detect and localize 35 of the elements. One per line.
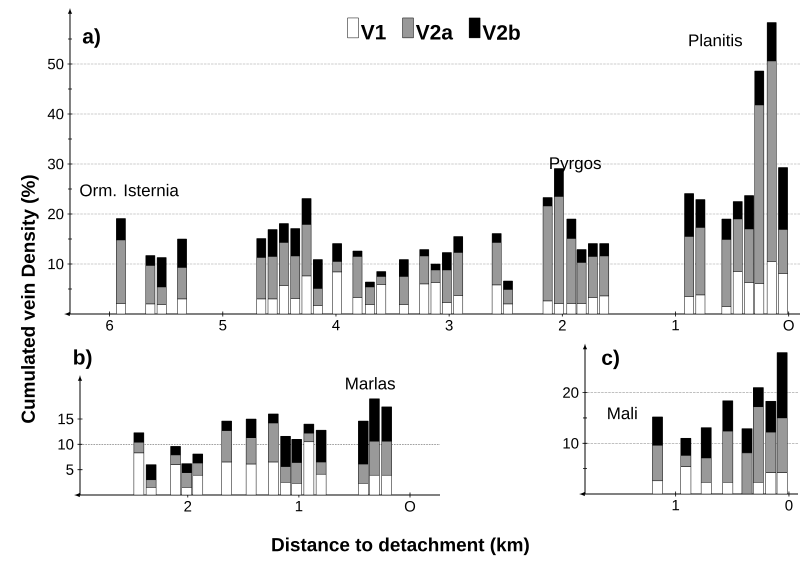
text: a)	[82, 28, 100, 48]
y-tick-label: 10	[564, 438, 578, 449]
annotation: Planitis	[689, 34, 742, 46]
x-tick-label: O	[404, 501, 416, 512]
y-tick-label: 5	[66, 464, 74, 475]
x-tick-label: 2	[184, 501, 192, 512]
x-tick-label: 2	[558, 320, 566, 330]
x-tick-label: 1	[672, 320, 679, 330]
annotation: Mali	[608, 406, 637, 420]
legend-label: V2a	[416, 24, 454, 40]
x-axis-title: Distance to detachment (km)	[272, 537, 529, 556]
y-axis-title: Cumulated vein Density (%)	[21, 175, 39, 423]
x-tick-label: 1	[672, 500, 680, 510]
y-tick-label: 50	[48, 58, 64, 70]
y-tick-label: 15	[58, 414, 74, 424]
chart-title: b)	[74, 349, 92, 369]
x-tick-label: 3	[446, 320, 453, 331]
x-tick-label: 6	[106, 320, 114, 331]
y-tick-label: 30	[48, 158, 64, 170]
legend-label: V1	[360, 24, 386, 40]
y-tick-label: 10	[58, 439, 74, 450]
y-tick-label: 20	[48, 208, 64, 220]
annotation: Marlas	[346, 377, 395, 390]
x-tick-label: O	[784, 320, 794, 331]
y-tick-label: 10	[48, 258, 64, 270]
x-tick-label: 1	[296, 501, 302, 512]
legend-label: V2b	[482, 24, 520, 40]
x-tick-label: 5	[219, 320, 226, 330]
chart-title: c)	[602, 350, 619, 370]
x-tick-label: 4	[332, 320, 340, 330]
annotation: Pyrgos	[550, 157, 601, 172]
y-tick-label: 40	[48, 108, 64, 120]
x-tick-label: 0	[785, 500, 793, 511]
annotation: Orm. Isternia	[80, 184, 179, 196]
y-tick-label: 20	[563, 387, 578, 398]
